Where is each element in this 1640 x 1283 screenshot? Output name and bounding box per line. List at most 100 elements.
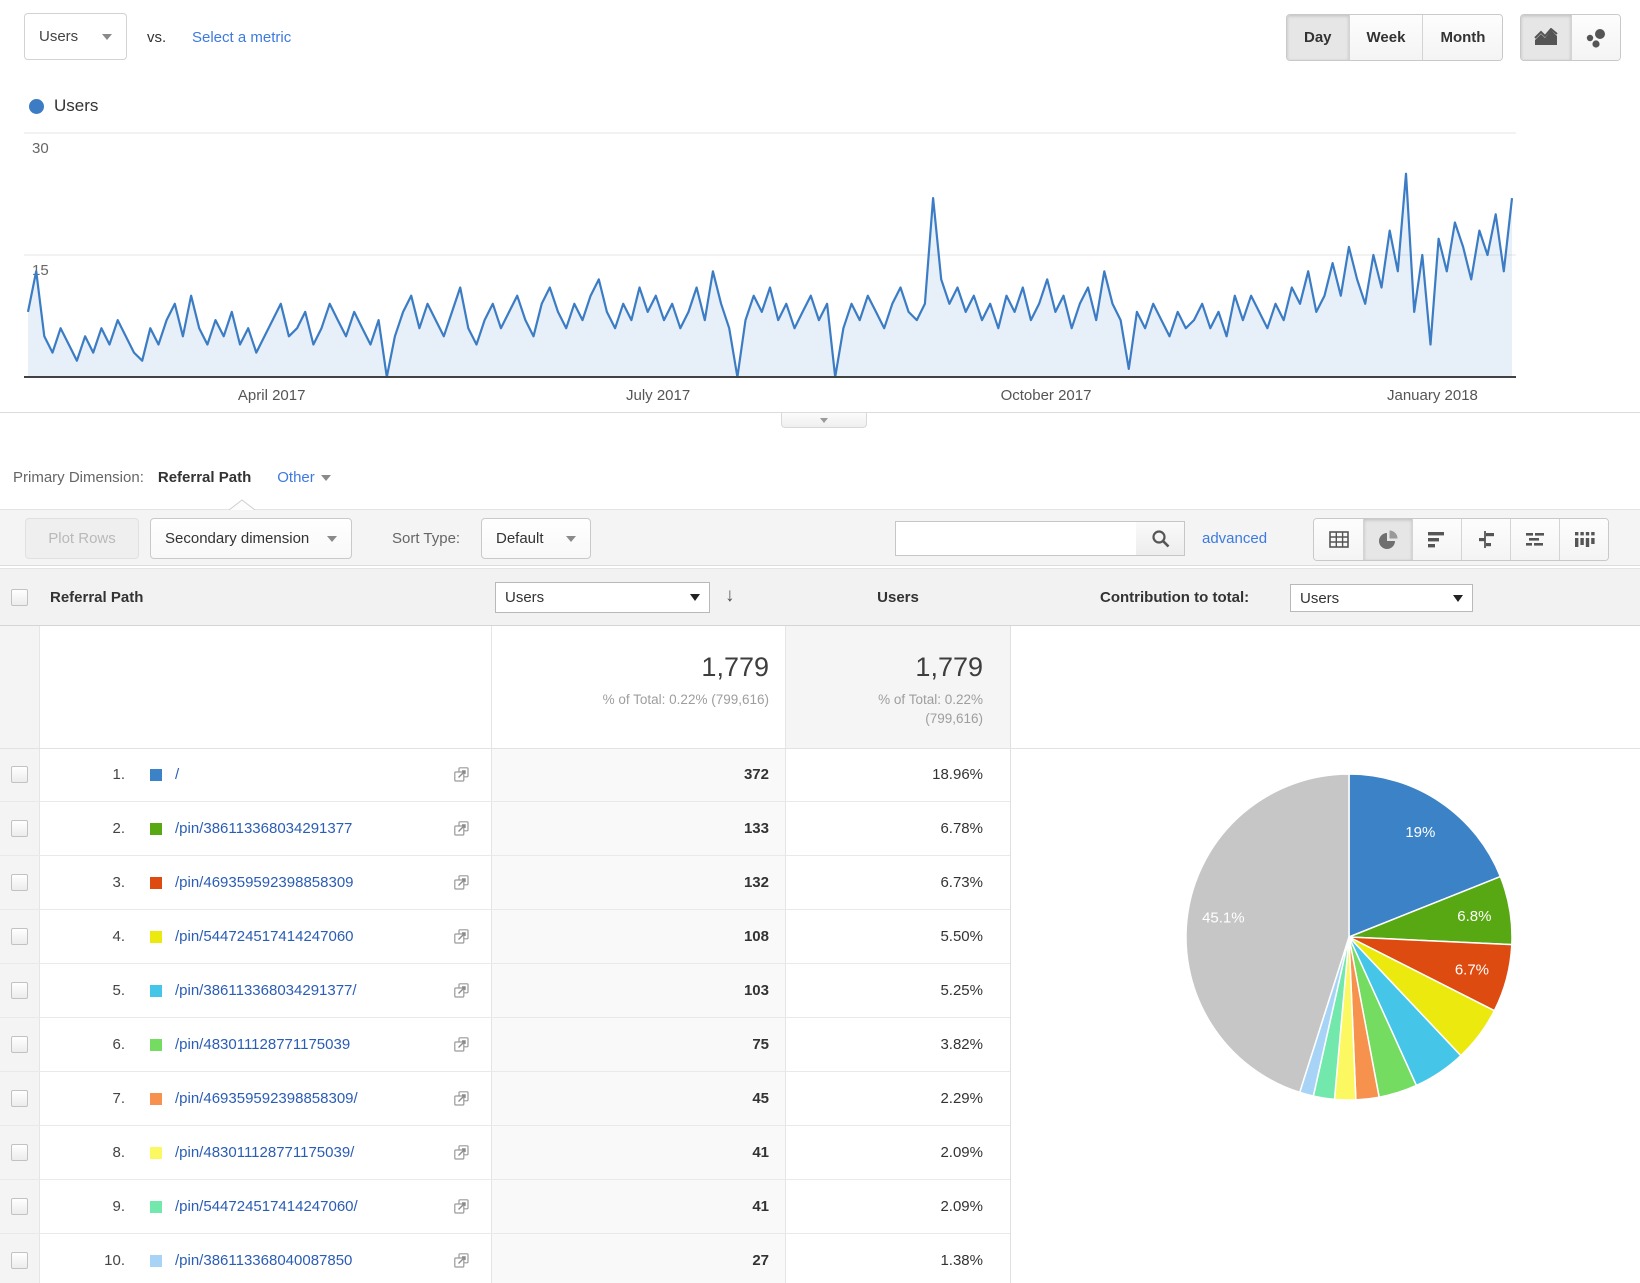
row-percent-value: 5.50% xyxy=(786,910,1010,963)
line-chart-button[interactable] xyxy=(1521,15,1571,60)
row-users-value: 108 xyxy=(492,910,786,963)
row-referral-path-link[interactable]: /pin/544724517414247060 xyxy=(175,928,354,945)
select-metric-link[interactable]: Select a metric xyxy=(192,29,292,46)
table-view-icon xyxy=(1328,531,1349,548)
row-referral-path-link[interactable]: / xyxy=(175,766,180,783)
row-referral-path-link[interactable]: /pin/544724517414247060/ xyxy=(175,1198,358,1215)
row-checkbox[interactable] xyxy=(11,820,28,837)
table-row: 6. /pin/483011128771175039 75 3.82% xyxy=(0,1018,1010,1072)
row-checkbox[interactable] xyxy=(11,874,28,891)
row-users-value: 372 xyxy=(492,748,786,801)
secondary-dimension-dropdown[interactable]: Secondary dimension xyxy=(150,518,353,559)
row-rank: 7. xyxy=(112,1090,125,1107)
row-rank: 2. xyxy=(112,820,125,837)
open-in-new-window-icon[interactable] xyxy=(454,821,469,836)
row-checkbox-cell xyxy=(0,910,40,963)
row-checkbox-cell xyxy=(0,1018,40,1071)
open-in-new-window-icon[interactable] xyxy=(454,1145,469,1160)
row-referral-path-link[interactable]: /pin/386113368040087850 xyxy=(175,1252,353,1269)
row-checkbox[interactable] xyxy=(11,1144,28,1161)
legend-users-label: Users xyxy=(54,96,99,115)
granularity-month-button[interactable]: Month xyxy=(1422,15,1503,60)
advanced-search-link[interactable]: advanced xyxy=(1202,530,1268,547)
row-checkbox[interactable] xyxy=(11,1036,28,1053)
open-in-new-window-icon[interactable] xyxy=(454,1037,469,1052)
row-checkbox[interactable] xyxy=(11,982,28,999)
table-row: 9. /pin/544724517414247060/ 41 2.09% xyxy=(0,1180,1010,1234)
open-in-new-window-icon[interactable] xyxy=(454,875,469,890)
sort-direction-icon[interactable]: ↓ xyxy=(725,585,735,606)
row-referral-path-link[interactable]: /pin/483011128771175039/ xyxy=(175,1144,355,1161)
summary-users-cell: 1,779 % of Total: 0.22% (799,616) xyxy=(492,626,786,748)
row-referral-path-link[interactable]: /pin/469359592398858309 xyxy=(175,874,354,891)
row-color-swatch xyxy=(150,985,162,997)
chevron-down-icon xyxy=(690,594,700,601)
open-in-new-window-icon[interactable] xyxy=(454,1091,469,1106)
chart-collapse-tab[interactable] xyxy=(781,413,867,428)
metric-dropdown[interactable]: Users xyxy=(24,13,128,60)
performance-view-icon xyxy=(1428,532,1444,548)
svg-text:30: 30 xyxy=(32,140,49,157)
contribution-metric-select[interactable]: Users xyxy=(1290,584,1473,612)
pivot-view-button[interactable] xyxy=(1559,519,1608,560)
row-referral-path-link[interactable]: /pin/469359592398858309/ xyxy=(175,1090,358,1107)
row-checkbox[interactable] xyxy=(11,766,28,783)
row-rank: 8. xyxy=(112,1144,125,1161)
plot-rows-button[interactable]: Plot Rows xyxy=(25,518,139,559)
row-color-swatch xyxy=(150,1201,162,1213)
table-row: 5. /pin/386113368034291377/ 103 5.25% xyxy=(0,964,1010,1018)
comparison-view-button[interactable] xyxy=(1461,519,1510,560)
search-input[interactable] xyxy=(895,521,1137,556)
row-checkbox[interactable] xyxy=(11,1198,28,1215)
row-rank: 4. xyxy=(112,928,125,945)
chart-table-divider xyxy=(0,412,1640,413)
term-cloud-view-button[interactable] xyxy=(1510,519,1559,560)
open-in-new-window-icon[interactable] xyxy=(454,1199,469,1214)
granularity-week-button[interactable]: Week xyxy=(1348,15,1423,60)
table-row: 3. /pin/469359592398858309 132 6.73% xyxy=(0,856,1010,910)
row-color-swatch xyxy=(150,823,162,835)
row-referral-path-link[interactable]: /pin/386113368034291377 xyxy=(175,820,353,837)
column-header-users[interactable]: Users xyxy=(877,589,919,606)
open-in-new-window-icon[interactable] xyxy=(454,983,469,998)
pivot-view-icon xyxy=(1574,532,1595,547)
metric-column-select[interactable]: Users xyxy=(495,582,710,613)
row-percent-value: 6.78% xyxy=(786,802,1010,855)
open-in-new-window-icon[interactable] xyxy=(454,929,469,944)
search-button[interactable] xyxy=(1136,521,1185,556)
sort-type-dropdown[interactable]: Default xyxy=(481,518,591,559)
sort-type-label: Sort Type: xyxy=(392,530,461,547)
comparison-view-icon xyxy=(1479,531,1494,548)
row-checkbox[interactable] xyxy=(11,1252,28,1269)
row-percent-value: 5.25% xyxy=(786,964,1010,1017)
column-header-referral-path: Referral Path xyxy=(50,589,144,606)
primary-dimension-referral-path[interactable]: Referral Path xyxy=(157,469,252,486)
open-in-new-window-icon[interactable] xyxy=(454,1253,469,1268)
motion-chart-button[interactable] xyxy=(1571,15,1620,60)
row-percent-value: 6.73% xyxy=(786,856,1010,909)
primary-dimension-other-link[interactable]: Other xyxy=(277,469,331,486)
granularity-day-button[interactable]: Day xyxy=(1287,15,1349,60)
row-dimension-cell: 1. / xyxy=(40,748,492,801)
row-checkbox[interactable] xyxy=(11,928,28,945)
row-referral-path-link[interactable]: /pin/483011128771175039 xyxy=(175,1036,351,1053)
summary-dimension-cell xyxy=(40,626,492,748)
row-checkbox[interactable] xyxy=(11,1090,28,1107)
contribution-pie-cell: 19% 6.8% 6.7% 45.1% xyxy=(1010,626,1640,1283)
row-checkbox-cell xyxy=(0,1126,40,1179)
row-rank: 5. xyxy=(112,982,125,999)
performance-view-button[interactable] xyxy=(1412,519,1461,560)
table-view-button[interactable] xyxy=(1314,519,1363,560)
toolbar-notch xyxy=(229,499,255,510)
percentage-view-button[interactable] xyxy=(1363,519,1412,560)
row-dimension-cell: 10. /pin/386113368040087850 xyxy=(40,1234,492,1283)
row-referral-path-link[interactable]: /pin/386113368034291377/ xyxy=(175,982,357,999)
table-row: 2. /pin/386113368034291377 133 6.78% xyxy=(0,802,1010,856)
open-in-new-window-icon[interactable] xyxy=(454,767,469,782)
select-all-checkbox[interactable] xyxy=(11,589,28,606)
pie-view-icon xyxy=(1379,530,1398,549)
row-rank: 6. xyxy=(112,1036,125,1053)
table-header-row: Referral Path Users ↓ Users Contribution… xyxy=(0,568,1640,626)
legend-users-dot xyxy=(29,99,44,114)
users-total: 1,779 xyxy=(701,652,769,682)
